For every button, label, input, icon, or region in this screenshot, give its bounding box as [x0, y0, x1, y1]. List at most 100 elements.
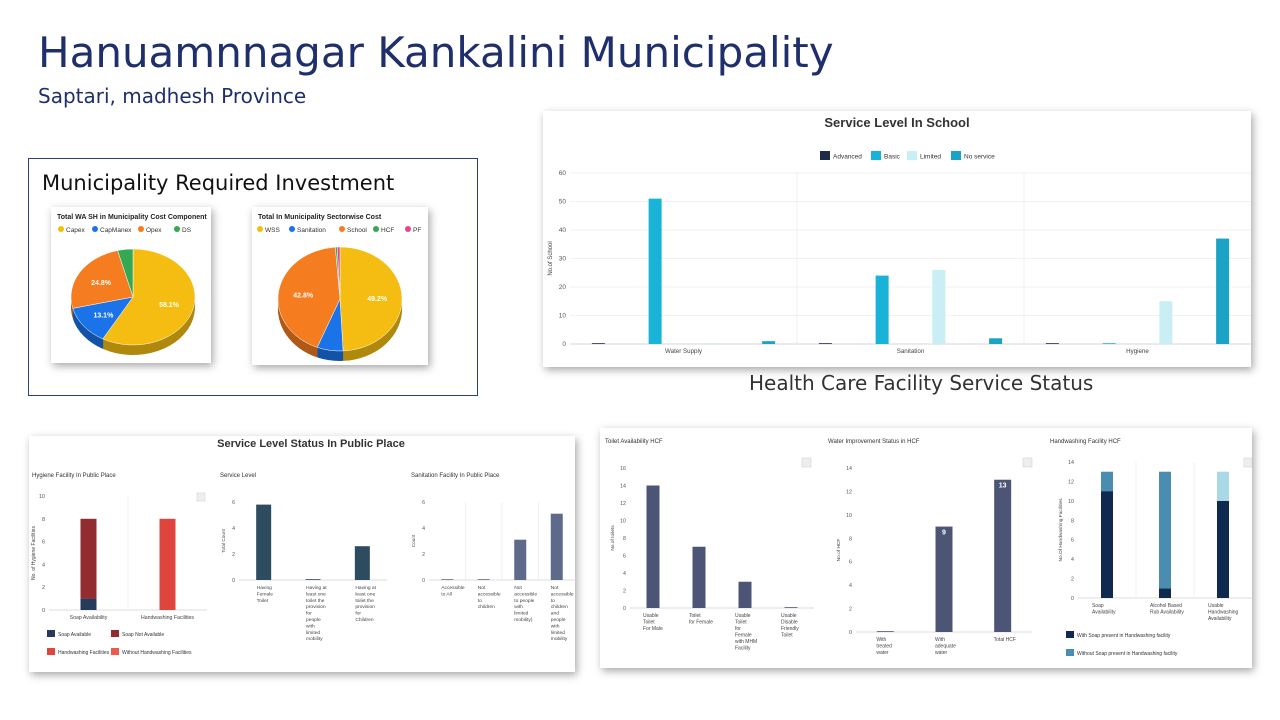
- bar: [354, 546, 370, 580]
- bar-data-label: 13: [999, 483, 1007, 490]
- x-tick-label: Friendly: [781, 626, 799, 632]
- x-tick-label: For Male: [643, 626, 663, 632]
- x-tick-label: water: [876, 650, 889, 656]
- bar-data-label: 9: [942, 530, 946, 537]
- legend-label: Handwashing Facilities: [58, 650, 110, 656]
- x-tick-label: Having at: [306, 585, 327, 591]
- x-tick-label: people: [306, 617, 321, 623]
- menu-button: [196, 492, 206, 502]
- x-tick-label: Rub Availability: [1150, 610, 1184, 616]
- bar: [1102, 343, 1116, 344]
- pie-legend-marker: [289, 226, 295, 232]
- pie-legend-marker: [373, 226, 379, 232]
- y-tick-label: 10: [39, 494, 45, 500]
- x-tick-label: Accessible: [441, 585, 465, 591]
- pie-legend-marker: [405, 226, 411, 232]
- legend-marker: [907, 151, 917, 160]
- bar: [550, 513, 563, 580]
- y-tick-label: 6: [232, 500, 235, 506]
- x-tick-label: Handwashing: [1208, 610, 1239, 616]
- y-tick-label: 12: [846, 489, 852, 495]
- chart-title: Sanitation Facility In Public Place: [411, 473, 500, 479]
- pie-legend-label: WSS: [265, 227, 280, 234]
- y-tick-label: 60: [559, 170, 567, 177]
- bar: [305, 579, 321, 580]
- chart-title: Toilet Availability HCF: [605, 439, 663, 445]
- y-tick-label: 4: [1071, 557, 1074, 563]
- pie-legend-label: PF: [413, 227, 421, 234]
- bar: [1159, 471, 1171, 589]
- x-tick-label: toilet the: [306, 598, 325, 604]
- x-tick-label: with: [514, 604, 523, 610]
- bar: [818, 343, 832, 344]
- bar: [1101, 491, 1113, 598]
- x-tick-label: Usable: [735, 613, 751, 619]
- y-tick-label: 12: [620, 501, 626, 507]
- y-axis-label: No.Of Handwashing Facilities: [1058, 498, 1064, 562]
- legend-label: No service: [964, 154, 995, 161]
- bar: [591, 343, 605, 344]
- bar: [989, 338, 1003, 344]
- x-tick-label: for Female: [689, 620, 713, 626]
- bar: [875, 275, 889, 344]
- bar: [784, 607, 798, 608]
- y-tick-label: 0: [1071, 596, 1074, 602]
- y-tick-label: 0: [849, 630, 852, 636]
- x-tick-label: Availability: [1092, 610, 1116, 616]
- pie-chart-sectorwise: Total In Municipality Sectorwise Cost WSS…: [257, 214, 421, 361]
- x-tick-label: to: [551, 598, 555, 604]
- x-tick-label: Hygiene: [1126, 348, 1149, 355]
- bar: [1216, 238, 1230, 344]
- x-tick-label: limited: [514, 611, 528, 617]
- x-tick-label: to All: [441, 591, 452, 597]
- pie-legend-marker: [339, 226, 345, 232]
- pie-data-label: 58.1%: [159, 302, 180, 309]
- x-tick-label: mobility): [514, 617, 533, 623]
- investment-title: Municipality Required Investment: [42, 171, 395, 195]
- legend-label: Without Soap present in Handwashing faci…: [1077, 651, 1178, 657]
- legend-marker: [111, 648, 119, 655]
- section-title: Service Level Status In Public Place: [217, 438, 405, 450]
- x-tick-label: Toilet: [735, 620, 747, 626]
- y-tick-label: 8: [849, 536, 852, 542]
- pie-slice: [117, 248, 134, 298]
- y-tick-label: 8: [42, 517, 45, 523]
- x-tick-label: with: [306, 623, 315, 629]
- x-tick-label: Female: [735, 633, 752, 639]
- x-tick-label: people: [551, 617, 566, 623]
- x-tick-label: Having: [257, 585, 273, 591]
- pie-card-sectorwise: Total In Municipality Sectorwise Cost WSS…: [252, 207, 428, 365]
- pie-legend-label: CapManex: [100, 227, 132, 234]
- hcf-panel: Toilet Availability HCF 0 2 4 6 8 10 12 14 16 No.o…: [600, 428, 1253, 668]
- y-tick-label: 2: [232, 552, 235, 558]
- public-place-charts: Service Level Status In Public Place Hygi…: [31, 438, 575, 656]
- y-tick-label: 20: [559, 284, 567, 291]
- x-tick-label: Usable: [1208, 603, 1224, 609]
- bar: [256, 504, 272, 580]
- bar: [648, 198, 662, 344]
- x-tick-label: Toilet: [781, 633, 793, 639]
- y-tick-label: 2: [623, 589, 626, 595]
- x-tick-label: treated: [876, 644, 892, 650]
- chart-title: Handwashing Facility HCF: [1050, 439, 1121, 445]
- bar: [762, 341, 776, 344]
- y-tick-label: 50: [559, 199, 567, 206]
- x-tick-label: children: [478, 604, 495, 610]
- x-tick-label: to people: [514, 598, 534, 604]
- pie-card-cost-component: Total WA SH in Municipality Cost Compone…: [51, 207, 211, 363]
- pie-legend-marker: [174, 226, 180, 232]
- pie-legend-marker: [257, 226, 263, 232]
- y-tick-label: 4: [232, 526, 235, 532]
- x-tick-label: toilet the: [355, 598, 374, 604]
- y-tick-label: 6: [849, 560, 852, 566]
- y-tick-label: 6: [1071, 538, 1074, 544]
- x-tick-label: Toilet: [643, 620, 655, 626]
- pie-slice: [102, 248, 196, 346]
- y-tick-label: 0: [232, 578, 235, 584]
- menu-button: [1022, 457, 1033, 468]
- pie-legend-label: Opex: [146, 227, 162, 234]
- x-tick-label: Not: [551, 585, 559, 591]
- x-tick-label: provision: [306, 604, 326, 610]
- legend-marker: [1066, 649, 1074, 656]
- x-tick-label: for: [306, 611, 312, 617]
